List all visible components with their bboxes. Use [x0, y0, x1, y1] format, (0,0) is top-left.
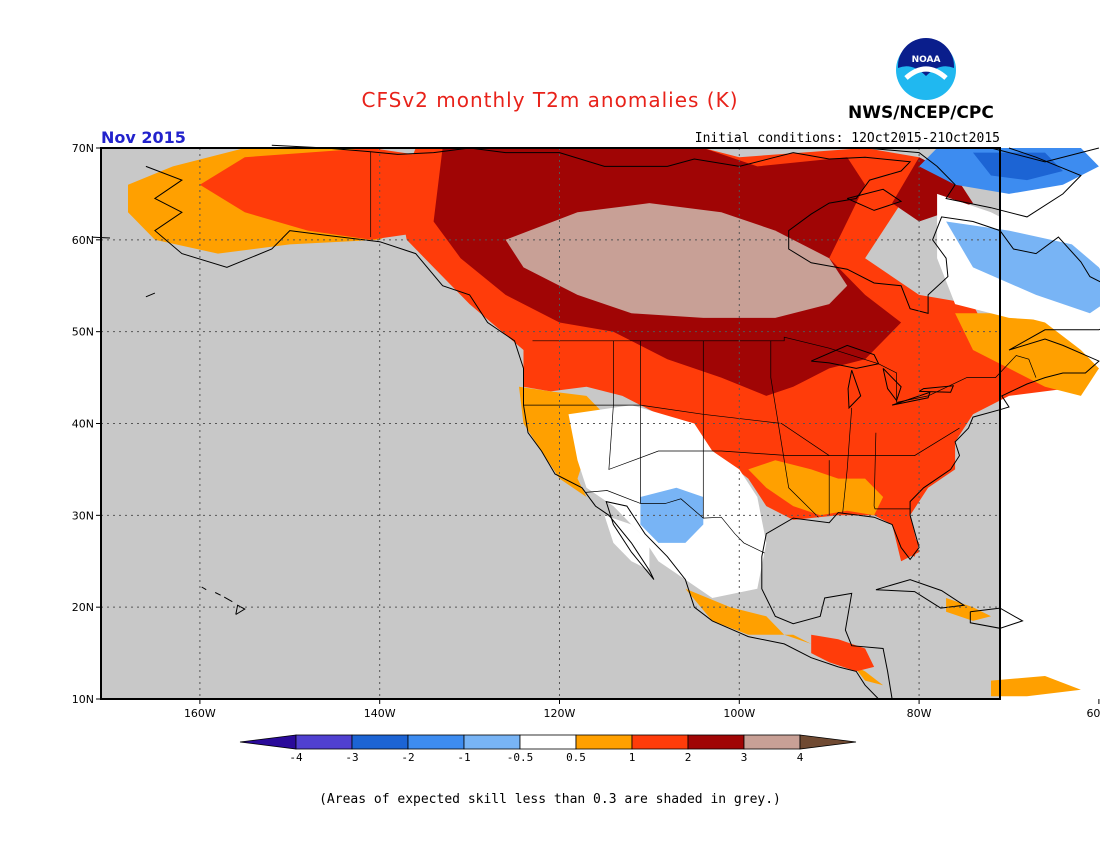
- legend-tick-label: -0.5: [507, 751, 534, 764]
- legend-tick-label: 0.5: [566, 751, 586, 764]
- border-line: [532, 336, 1037, 403]
- coastline: [969, 607, 1024, 629]
- longitude-labels: 160W 140W 120W 100W 80W 60W: [184, 699, 1100, 720]
- coastline: [223, 596, 233, 603]
- legend-tick-label: 2: [685, 751, 692, 764]
- legend-swatch: [351, 734, 409, 750]
- border-line: [842, 407, 853, 513]
- gridlines: [101, 148, 1000, 699]
- agency-label: NWS/NCEP/CPC: [848, 103, 994, 123]
- lat-tick-label: 40N: [72, 417, 94, 430]
- coastline: [990, 147, 1100, 163]
- lon-tick-label: 60W: [1086, 707, 1100, 720]
- legend-tick-label: 3: [741, 751, 748, 764]
- coastline: [214, 592, 221, 596]
- anomaly-region: [505, 203, 848, 318]
- legend-tick-label: -4: [289, 751, 303, 764]
- lat-tick-label: 20N: [72, 601, 94, 614]
- lon-tick-label: 80W: [907, 707, 932, 720]
- anomaly-region: [896, 524, 920, 557]
- legend-tick-label: 4: [797, 751, 804, 764]
- legend-swatch: [631, 734, 689, 750]
- anomaly-region: [811, 634, 875, 672]
- legend-tick-label: -3: [345, 751, 358, 764]
- anomaly-region: [946, 598, 991, 621]
- lat-tick-label: 50N: [72, 326, 94, 339]
- legend-tick-label: 1: [629, 751, 636, 764]
- coastline: [145, 292, 156, 298]
- lon-tick-label: 100W: [723, 707, 755, 720]
- border-line: [770, 340, 819, 518]
- coastlines: [91, 144, 1100, 700]
- logo-text: NOAA: [912, 55, 941, 65]
- legend-tick-label: -1: [457, 751, 470, 764]
- month-label: Nov 2015: [101, 128, 186, 147]
- lon-tick-label: 120W: [544, 707, 576, 720]
- map-title: CFSv2 monthly T2m anomalies (K): [361, 88, 739, 112]
- coastline: [145, 165, 879, 700]
- color-legend: -4 -3 -2 -1 -0.5 0.5 1 2 3 4: [239, 734, 857, 764]
- legend-swatch: [463, 734, 521, 750]
- lat-tick-label: 70N: [72, 142, 94, 155]
- lon-tick-label: 160W: [184, 707, 216, 720]
- coastline: [875, 579, 966, 609]
- anomaly-region: [991, 676, 1081, 697]
- lat-tick-label: 10N: [72, 693, 94, 706]
- legend-swatch: [295, 734, 353, 750]
- legend-swatch: [407, 734, 465, 750]
- coastline: [865, 147, 1082, 218]
- coastline: [846, 188, 903, 211]
- border-line: [873, 432, 911, 510]
- anomaly-fields: [128, 148, 1100, 697]
- latitude-labels: 70N 60N 50N 40N 30N 20N 10N: [72, 142, 101, 706]
- lat-tick-label: 60N: [72, 234, 94, 247]
- anomaly-region: [946, 221, 1100, 314]
- initial-conditions-label: Initial conditions: 12Oct2015-21Oct2015: [694, 131, 1000, 146]
- noaa-logo: NOAA: [896, 38, 956, 100]
- legend-swatch: [239, 734, 297, 750]
- anomaly-region: [685, 588, 884, 686]
- lat-tick-label: 30N: [72, 509, 94, 522]
- coastline: [918, 385, 955, 393]
- legend-swatch: [519, 734, 577, 750]
- anomaly-region: [748, 460, 884, 516]
- legend-swatch: [575, 734, 633, 750]
- coastline: [201, 586, 207, 591]
- coastline: [847, 370, 862, 410]
- coastline: [271, 144, 1100, 700]
- border-line: [608, 340, 960, 470]
- legend-swatch: [799, 734, 857, 750]
- anomaly-region: [955, 313, 1099, 396]
- footnote: (Areas of expected skill less than 0.3 a…: [319, 792, 781, 807]
- legend-swatch: [687, 734, 745, 750]
- lon-tick-label: 140W: [364, 707, 396, 720]
- coastline: [891, 391, 931, 406]
- legend-tick-label: -2: [401, 751, 414, 764]
- coastline: [235, 604, 246, 615]
- anomaly-region: [199, 148, 461, 240]
- legend-swatch: [743, 734, 801, 750]
- anomaly-region: [604, 515, 650, 571]
